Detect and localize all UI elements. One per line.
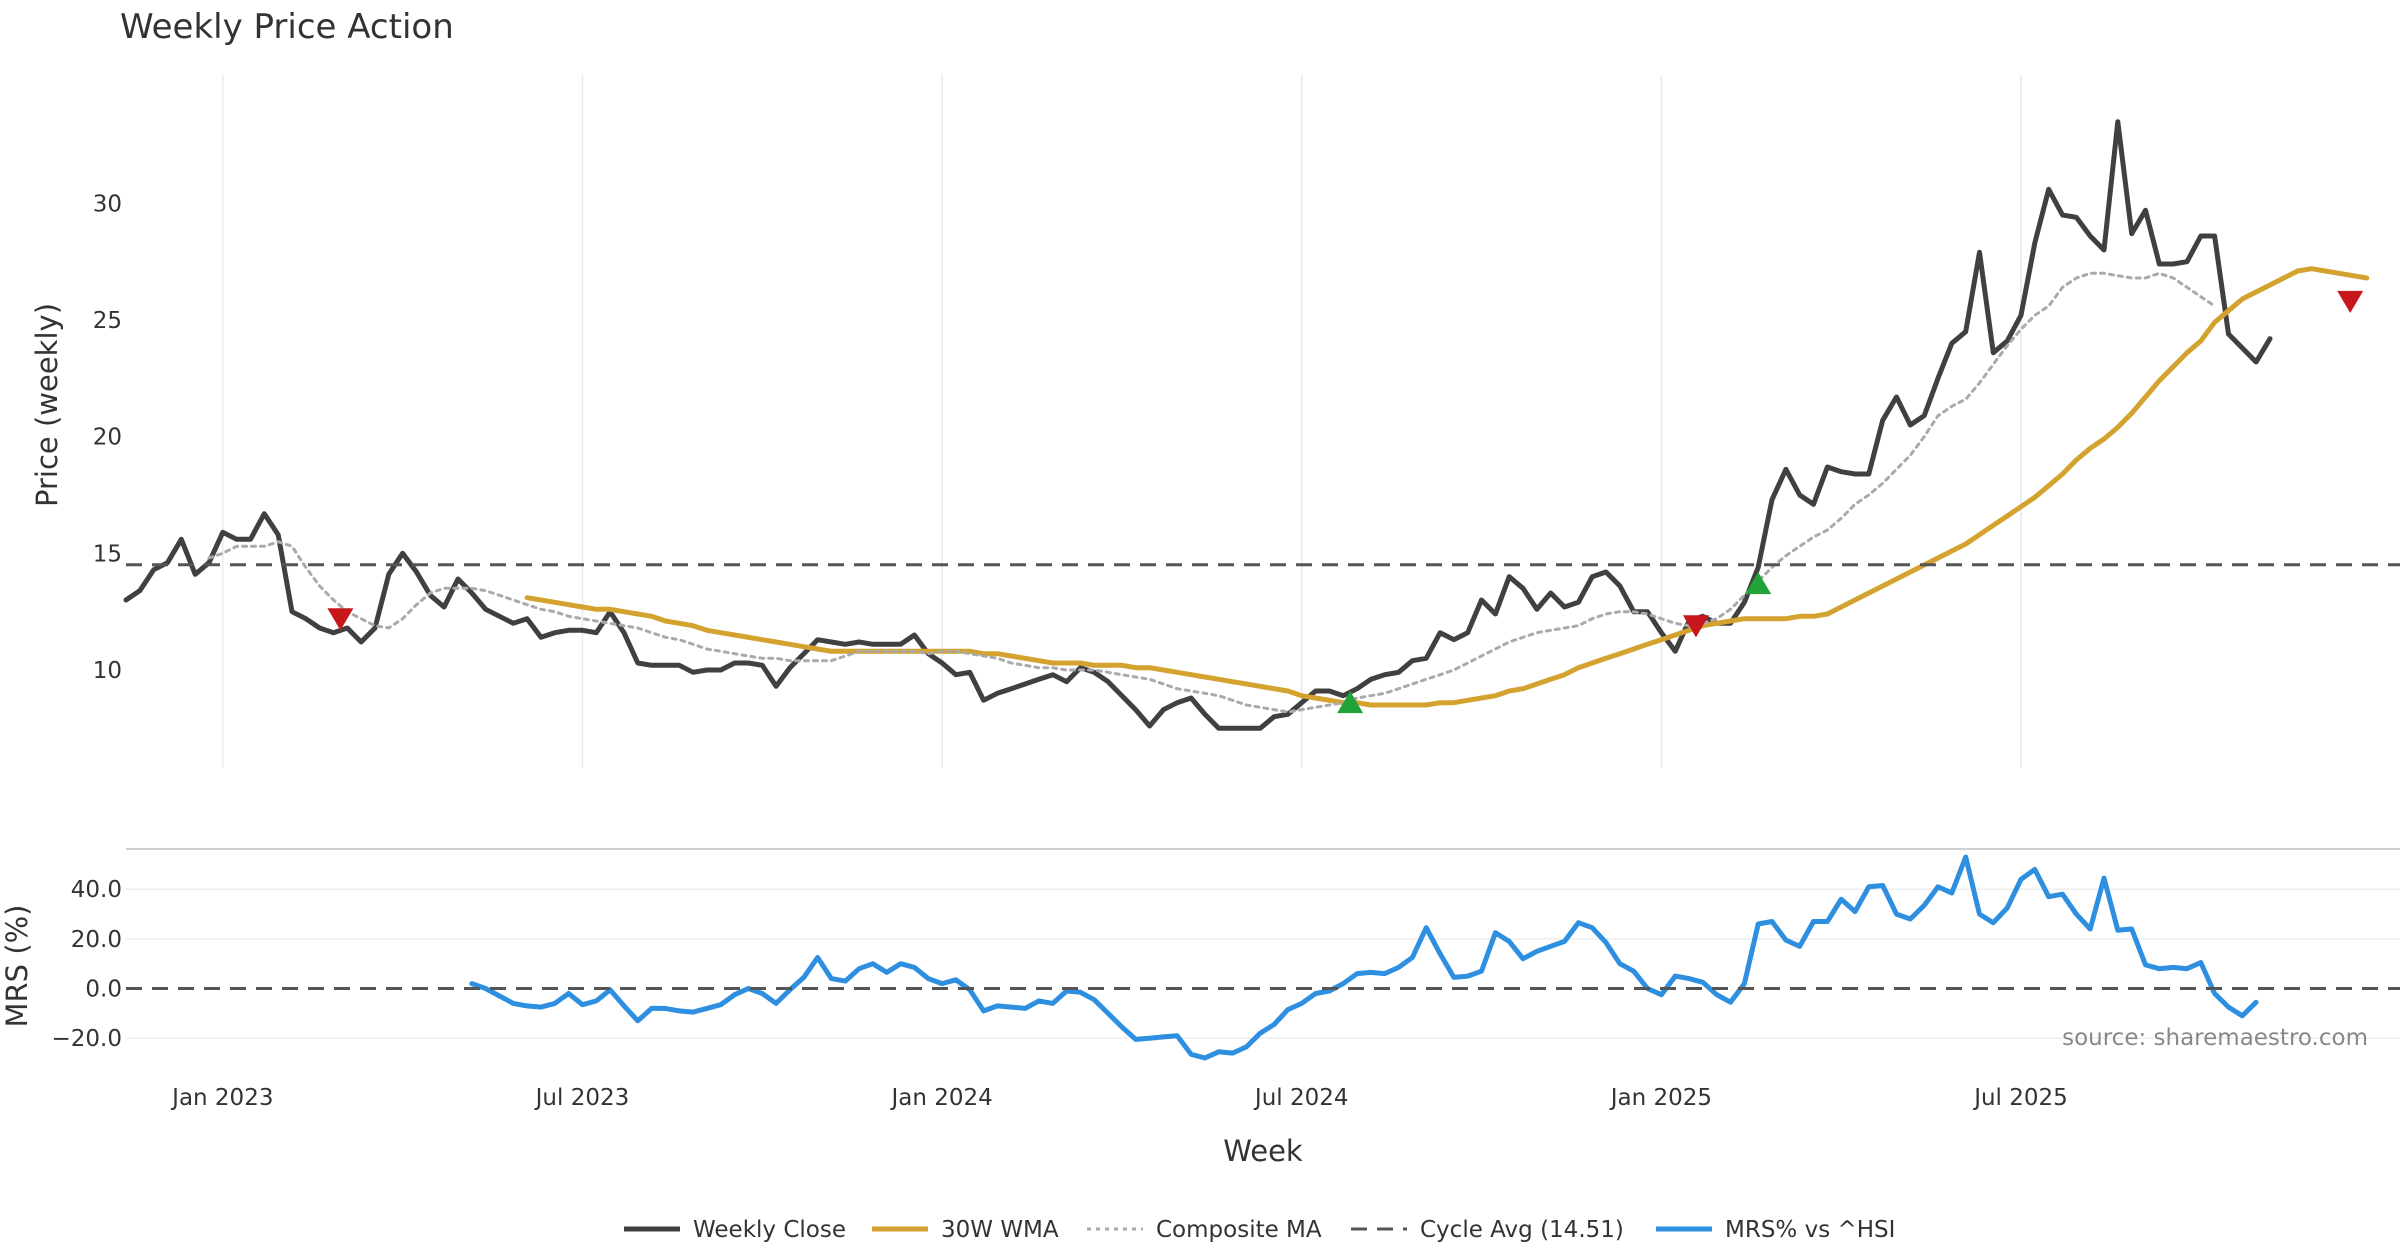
- x-tick-jul-2023: Jul 2023: [534, 1085, 630, 1111]
- chart-title: Weekly Price Action: [120, 7, 454, 47]
- buy-signal-marker-2: [1337, 690, 1364, 714]
- price-y-tick-20: 20: [93, 425, 122, 451]
- price-y-tick-10: 10: [93, 658, 122, 684]
- x-tick-jul-2025: Jul 2025: [1972, 1085, 2068, 1111]
- mrs-gridlines: [126, 888, 2400, 1039]
- mrs-panel: 40.0 20.0 0.0 −20.0 MRS (%) source: sharema…: [0, 854, 2400, 1061]
- x-tick-jul-2024: Jul 2024: [1253, 1085, 1349, 1111]
- price-series: [123, 119, 2400, 731]
- price-y-tick-15: 15: [93, 541, 122, 567]
- sell-signal-marker-3: [1682, 615, 1709, 638]
- x-tick-jan-2025: Jan 2025: [1609, 1085, 1712, 1111]
- price-y-axis-label: Price (weekly): [30, 303, 64, 507]
- price-y-tick-25: 25: [93, 308, 122, 334]
- x-axis-ticks: Jan 2023 Jul 2023 Jan 2024 Jul 2024 Jan 2025…: [170, 1085, 2068, 1111]
- x-axis-label: Week: [1223, 1134, 1303, 1168]
- price-y-tick-30: 30: [93, 191, 122, 217]
- series-30w-wma: [524, 266, 2370, 708]
- series-composite-ma: [207, 271, 2217, 714]
- mrs-y-tick-1: 20.0: [71, 927, 122, 953]
- series-weekly-close: [123, 119, 2273, 731]
- legend-label-composite-ma: Composite MA: [1156, 1217, 1322, 1243]
- sell-signal-marker-5: [2337, 290, 2364, 314]
- buy-signal-marker-4: [1745, 571, 1772, 595]
- price-panel: 10 15 20 25 30 Price (weekly): [30, 75, 2400, 768]
- mrs-series: [126, 854, 2400, 1061]
- legend-label-mrs-vs-hsi: MRS% vs ^HSI: [1725, 1217, 1895, 1243]
- x-tick-jan-2023: Jan 2023: [170, 1085, 273, 1111]
- mrs-y-axis-label: MRS (%): [0, 905, 34, 1028]
- legend-label-weekly-close: Weekly Close: [693, 1217, 846, 1243]
- x-tick-jan-2024: Jan 2024: [889, 1085, 992, 1111]
- legend: Weekly Close 30W WMA Composite MA Cycle Avg…: [624, 1217, 1895, 1243]
- mrs-y-ticks: 40.0 20.0 0.0 −20.0: [52, 877, 122, 1052]
- mrs-y-tick-2: 0.0: [85, 977, 122, 1003]
- price-y-ticks: 10 15 20 25 30: [93, 191, 122, 684]
- series-mrs-vs-hsi: [469, 854, 2259, 1061]
- price-gridlines: [222, 75, 2022, 768]
- legend-label-cycle-avg-14-51: Cycle Avg (14.51): [1420, 1217, 1624, 1243]
- sell-signal-marker-1: [327, 608, 354, 631]
- legend-label-30w-wma: 30W WMA: [941, 1217, 1059, 1243]
- signal-markers: [327, 290, 2364, 714]
- mrs-y-tick-3: −20.0: [52, 1026, 122, 1052]
- mrs-y-tick-0: 40.0: [71, 877, 122, 903]
- source-attribution: source: sharemaestro.com: [2062, 1025, 2368, 1051]
